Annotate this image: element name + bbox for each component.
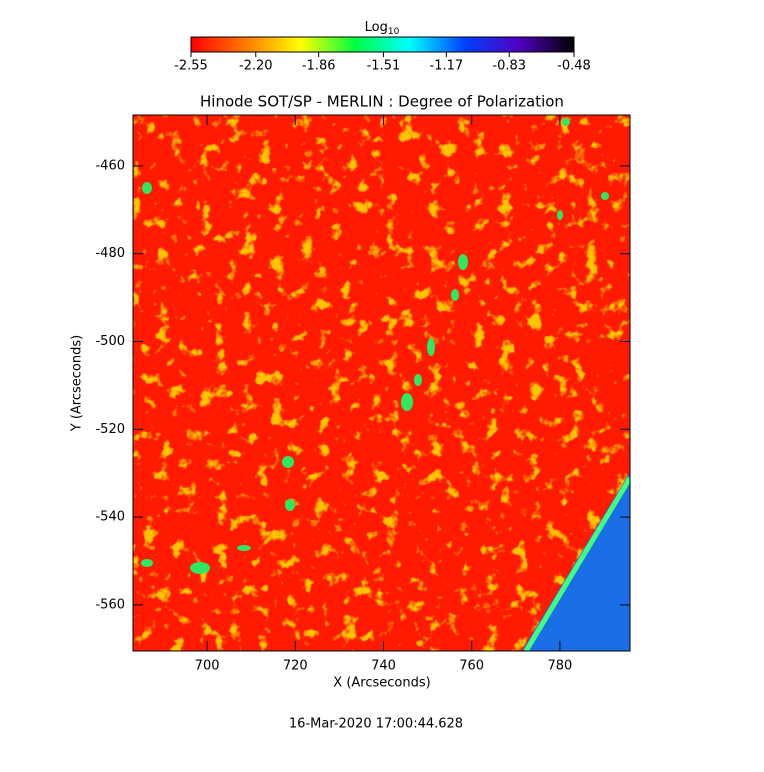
colorbar-label: Log10 <box>365 20 400 37</box>
y-tick-label: -480 <box>95 246 125 261</box>
colorbar-tick-label: -1.17 <box>430 59 464 74</box>
image-texture <box>133 115 630 651</box>
x-tick-label: 740 <box>371 659 396 674</box>
y-axis-label: Y (Arcseconds) <box>70 335 85 432</box>
colorbar-tick-label: -2.20 <box>239 59 273 74</box>
x-tick-label: 720 <box>283 659 308 674</box>
colorbar-tick-label: -0.83 <box>492 59 526 74</box>
colorbar-tick-label: -1.51 <box>367 59 401 74</box>
x-tick-label: 760 <box>459 659 484 674</box>
colorbar <box>190 36 575 53</box>
colorbar-tick-label: -2.55 <box>174 59 208 74</box>
y-tick-label: -540 <box>95 510 125 525</box>
y-tick-label: -560 <box>95 597 125 612</box>
y-tick-label: -520 <box>95 422 125 437</box>
image <box>133 115 630 651</box>
x-tick-label: 700 <box>195 659 220 674</box>
colorbar-tick-label: -0.48 <box>557 59 591 74</box>
y-tick-label: -500 <box>95 334 125 349</box>
footer: 16-Mar-2020 17:00:44.628 <box>289 717 463 732</box>
x-axis-label: X (Arcseconds) <box>333 676 430 691</box>
image-features <box>141 118 609 574</box>
colorbar-label-subscript: 10 <box>388 27 400 37</box>
y-tick-label: -460 <box>95 158 125 173</box>
colorbar-label-text: Log <box>365 20 388 35</box>
plot-frame <box>132 114 631 652</box>
image-corner-edge <box>523 476 630 651</box>
image-corner <box>522 472 630 651</box>
x-tick-label: 780 <box>547 659 572 674</box>
chart-title: Hinode SOT/SP - MERLIN : Degree of Polar… <box>200 93 564 111</box>
colorbar-tick-label: -1.86 <box>302 59 336 74</box>
